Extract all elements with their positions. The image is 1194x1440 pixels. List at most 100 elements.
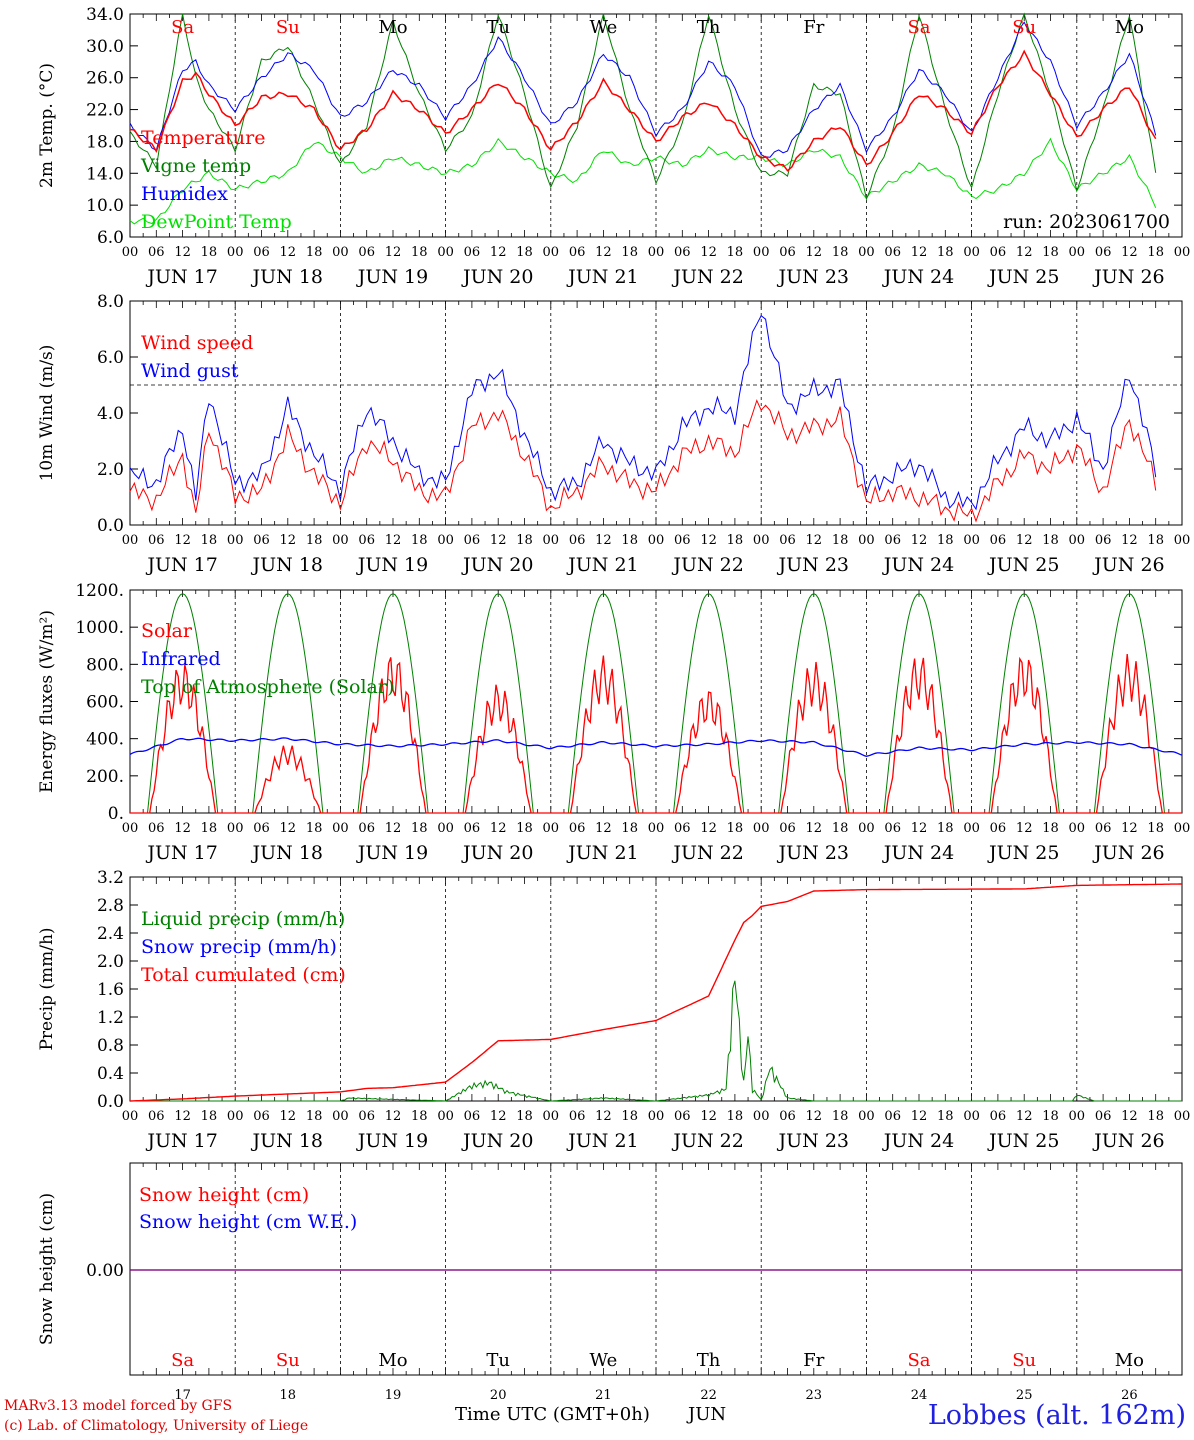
series-humidex (129, 21, 1157, 158)
hour-tick-label: 18 (516, 1109, 533, 1124)
hour-tick-label: 00 (1174, 533, 1191, 548)
y-axis-label: 2m Temp. (°C) (37, 63, 57, 188)
hour-tick-label: 12 (911, 821, 928, 836)
date-label: JUN 23 (777, 554, 849, 576)
hour-tick-label: 00 (437, 1109, 454, 1124)
hour-tick-label: 12 (806, 1109, 823, 1124)
panel-2: 00 06 12 18 JUN 17 00 06 12 18 JUN 18 00 06 12 18 JUN … (37, 292, 1190, 576)
weekday-label: Su (1012, 1350, 1036, 1371)
series-liquid-precip (130, 980, 1182, 1102)
y-tick-label: 400. (86, 730, 124, 750)
hour-tick-label: 00 (1069, 533, 1086, 548)
hour-tick-label: 18 (516, 245, 533, 260)
hour-tick-label: 06 (990, 1109, 1007, 1124)
legend-temperature: Temperature (141, 127, 265, 149)
hour-tick-label: 12 (1016, 821, 1033, 836)
hour-tick-label: 12 (806, 533, 823, 548)
date-label: JUN 24 (882, 266, 954, 288)
hour-tick-label: 18 (937, 533, 954, 548)
date-label: JUN 17 (145, 842, 217, 864)
hour-tick-label: 18 (1042, 245, 1059, 260)
hour-tick-label: 06 (1095, 533, 1112, 548)
hour-tick-label: 00 (122, 245, 139, 260)
hour-tick-label: 18 (1147, 245, 1164, 260)
hour-tick-label: 18 (1042, 821, 1059, 836)
date-label: JUN 23 (777, 1130, 849, 1152)
hour-tick-label: 06 (1095, 821, 1112, 836)
hour-tick-label: 18 (306, 821, 323, 836)
date-label: JUN 25 (987, 1130, 1059, 1152)
day-number-label: 21 (595, 1388, 612, 1403)
y-axis-label: Energy fluxes (W/m²) (37, 610, 57, 793)
legend-top-of-atmosphere-solar-: Top of Atmosphere (Solar) (141, 676, 394, 698)
date-label: JUN 26 (1092, 842, 1164, 864)
y-tick-label: 1200. (75, 581, 124, 601)
y-tick-label: 30.0 (86, 37, 124, 57)
weekday-label: Mo (1115, 17, 1144, 38)
hour-tick-label: 06 (1095, 1109, 1112, 1124)
hour-tick-label: 00 (753, 821, 770, 836)
hour-tick-label: 18 (516, 533, 533, 548)
hour-tick-label: 18 (727, 533, 744, 548)
date-label: JUN 19 (356, 554, 428, 576)
weekday-label: Fr (803, 1350, 824, 1371)
model-credit: MARv3.13 model forced by GFS (4, 1398, 233, 1414)
hour-tick-label: 18 (621, 533, 638, 548)
series-temperature (129, 49, 1157, 172)
weekday-label: Tu (486, 1350, 510, 1371)
y-tick-label: 8.0 (97, 292, 124, 312)
hour-tick-label: 00 (543, 1109, 560, 1124)
date-label: JUN 26 (1092, 266, 1164, 288)
hour-tick-label: 12 (1121, 533, 1138, 548)
hour-tick-label: 12 (280, 1109, 297, 1124)
y-tick-label: 4.0 (97, 404, 124, 424)
hour-tick-label: 18 (201, 1109, 218, 1124)
date-label: JUN 22 (671, 842, 743, 864)
hour-tick-label: 06 (1095, 245, 1112, 260)
hour-tick-label: 12 (1016, 245, 1033, 260)
hour-tick-label: 12 (595, 533, 612, 548)
hour-tick-label: 12 (490, 821, 507, 836)
day-number-label: 18 (280, 1388, 297, 1403)
hour-tick-label: 18 (832, 245, 849, 260)
hour-tick-label: 00 (1069, 245, 1086, 260)
weekday-label: Su (1012, 17, 1036, 38)
hour-tick-label: 18 (937, 1109, 954, 1124)
y-tick-label: 2.0 (97, 952, 124, 972)
panel-1: 00 06 12 18 JUN 17 00 06 12 18 JUN 18 00 06 12 18 JUN … (37, 5, 1190, 288)
hour-tick-label: 06 (253, 533, 270, 548)
hour-tick-label: 12 (280, 821, 297, 836)
hour-tick-label: 00 (648, 245, 665, 260)
date-label: JUN 20 (461, 1130, 533, 1152)
hour-tick-label: 18 (832, 533, 849, 548)
date-label: JUN 19 (356, 1130, 428, 1152)
hour-tick-label: 18 (727, 821, 744, 836)
hour-tick-label: 06 (569, 245, 586, 260)
panel-3: 00 06 12 18 JUN 17 00 06 12 18 JUN 18 00 06 12 18 JUN … (37, 581, 1190, 864)
weekday-label: Tu (486, 17, 510, 38)
hour-tick-label: 00 (332, 821, 349, 836)
date-label: JUN 24 (882, 1130, 954, 1152)
hour-tick-label: 06 (884, 821, 901, 836)
day-number-label: 23 (806, 1388, 823, 1403)
hour-tick-label: 06 (779, 1109, 796, 1124)
panel-5: 0.00 Snow height (cm) Snow height (cm) Snow… (37, 1162, 1183, 1403)
hour-tick-label: 06 (464, 821, 481, 836)
y-axis-label: 10m Wind (m/s) (37, 345, 57, 482)
y-tick-label: 2.0 (97, 460, 124, 480)
hour-tick-label: 00 (332, 1109, 349, 1124)
legend-snow-height-cm-: Snow height (cm) (139, 1184, 309, 1206)
series-infrared (129, 737, 1183, 757)
hour-tick-label: 18 (1147, 533, 1164, 548)
hour-tick-label: 06 (779, 533, 796, 548)
hour-tick-label: 18 (201, 533, 218, 548)
y-tick-label: 6.0 (97, 228, 124, 248)
hour-tick-label: 18 (727, 245, 744, 260)
y-tick-label: 0.0 (97, 1092, 124, 1112)
date-label: JUN 20 (461, 842, 533, 864)
hour-tick-label: 00 (753, 533, 770, 548)
hour-tick-label: 12 (490, 245, 507, 260)
weekday-label: Sa (171, 17, 194, 38)
hour-tick-label: 12 (595, 245, 612, 260)
